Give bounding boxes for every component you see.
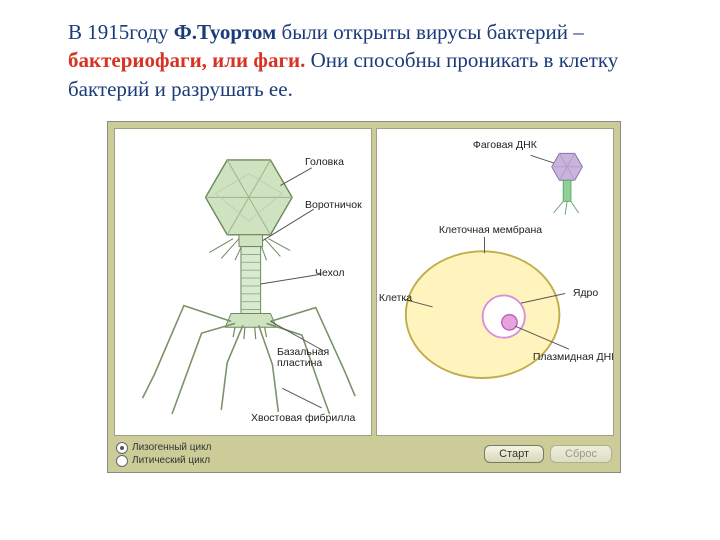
radio-lysogenic[interactable]: Лизогенный цикл xyxy=(116,442,211,454)
intro-author: Ф.Туортом xyxy=(174,20,277,44)
panel-cell: Фаговая ДНК Клеточная мембрана Клетка Яд… xyxy=(376,128,614,436)
radio-lytic[interactable]: Литический цикл xyxy=(116,455,211,467)
label-head: Головка xyxy=(305,156,344,168)
label-phage-dna: Фаговая ДНК xyxy=(473,139,537,151)
intro-highlight: бактериофаги, или фаги. xyxy=(68,48,305,72)
controls-bar: Лизогенный цикл Литический цикл Старт Сб… xyxy=(114,440,614,468)
radio-dot-icon xyxy=(116,455,128,467)
label-fibril: Хвостовая фибрилла xyxy=(251,412,355,424)
radio-dot-icon xyxy=(116,442,128,454)
intro-paragraph: В 1915году Ф.Туортом были открыты вирусы… xyxy=(68,18,660,103)
diagram-frame: Головка Воротничок Чехол Базальная пласт… xyxy=(107,121,621,473)
label-sheath: Чехол xyxy=(315,267,344,279)
label-membrane: Клеточная мембрана xyxy=(439,224,542,236)
start-button[interactable]: Старт xyxy=(484,445,544,463)
label-plasmid: Плазмидная ДНК xyxy=(533,351,614,363)
radio-lytic-label: Литический цикл xyxy=(132,455,210,466)
panel-phage-structure: Головка Воротничок Чехол Базальная пласт… xyxy=(114,128,372,436)
radio-lysogenic-label: Лизогенный цикл xyxy=(132,442,211,453)
cycle-radio-group: Лизогенный цикл Литический цикл xyxy=(116,442,211,467)
reset-button[interactable]: Сброс xyxy=(550,445,612,463)
label-collar: Воротничок xyxy=(305,199,362,211)
label-baseplate: Базальная пластина xyxy=(277,347,337,369)
label-nucleus: Ядро xyxy=(573,287,598,299)
label-cell: Клетка xyxy=(379,292,412,304)
intro-part2: были открыты вирусы бактерий – xyxy=(276,20,583,44)
intro-part1: В 1915году xyxy=(68,20,174,44)
